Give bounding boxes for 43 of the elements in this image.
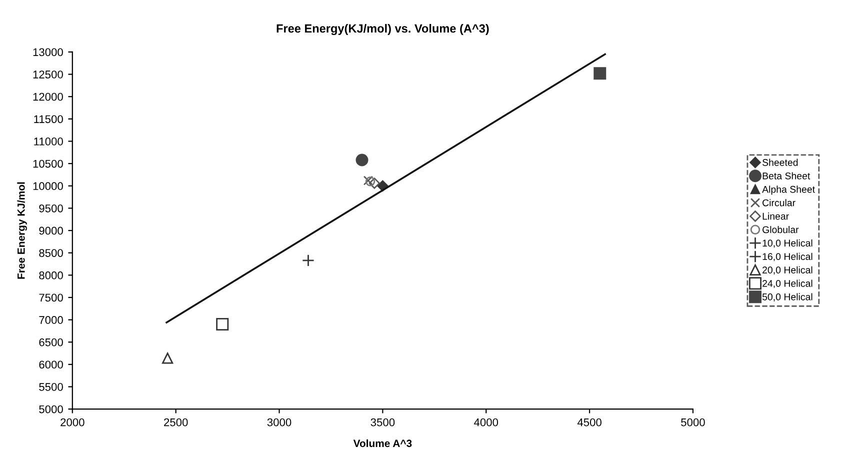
legend-label: Beta Sheet <box>762 172 810 180</box>
point <box>368 178 380 189</box>
point <box>594 67 606 80</box>
y-tick-label: 12000 <box>33 92 63 101</box>
chart-title: Free Energy(KJ/mol) vs. Volume (A^3) <box>276 24 489 36</box>
y-tick-label: 5000 <box>39 405 63 414</box>
legend-label: Alpha Sheet <box>762 186 815 195</box>
point <box>216 318 229 331</box>
x-tick-label: 4500 <box>577 418 602 426</box>
y-tick-label: 7500 <box>39 294 63 302</box>
legend-label: 10,0 Helical <box>762 239 812 248</box>
point <box>356 154 368 166</box>
legend-label: 50,0 Helical <box>762 293 812 302</box>
y-tick-label: 9000 <box>39 226 63 235</box>
x-tick-label: 5000 <box>681 418 705 426</box>
y-axis-title: Free Energy KJ/mol <box>17 182 27 279</box>
y-tick-label: 8500 <box>39 249 63 257</box>
x-axis-title: Volume A^3 <box>353 439 412 448</box>
legend-label: Globular <box>762 226 799 234</box>
y-tick-label: 10000 <box>33 182 63 190</box>
y-tick-label: 6500 <box>39 338 63 346</box>
legend-label: Circular <box>762 199 796 206</box>
legend-label: 16,0 Helical <box>762 252 812 262</box>
x-tick-label: 4000 <box>474 418 498 426</box>
y-tick-label: 5500 <box>39 383 63 391</box>
y-tick-label: 11000 <box>34 138 63 146</box>
x-tick-label: 3000 <box>267 418 292 426</box>
y-tick-label: 7000 <box>39 316 63 324</box>
y-tick-label: 9500 <box>39 204 63 212</box>
y-tick-label: 8000 <box>39 271 63 280</box>
x-tick-label: 3500 <box>370 418 395 426</box>
legend-label: 20,0 Helical <box>762 266 812 275</box>
legend-label: Sheeted <box>762 158 798 166</box>
y-tick-label: 12500 <box>33 70 63 78</box>
point <box>162 352 174 364</box>
x-tick-label: 2500 <box>164 418 188 426</box>
y-tick-label: 10500 <box>33 160 63 168</box>
legend-label: Linear <box>762 212 789 220</box>
x-tick-label: 2000 <box>60 418 84 426</box>
y-tick-label: 11500 <box>34 115 63 124</box>
y-tick-label: 13000 <box>33 48 63 56</box>
y-tick-label: 6000 <box>39 360 63 369</box>
legend-label: 24,0 Helical <box>762 280 812 288</box>
